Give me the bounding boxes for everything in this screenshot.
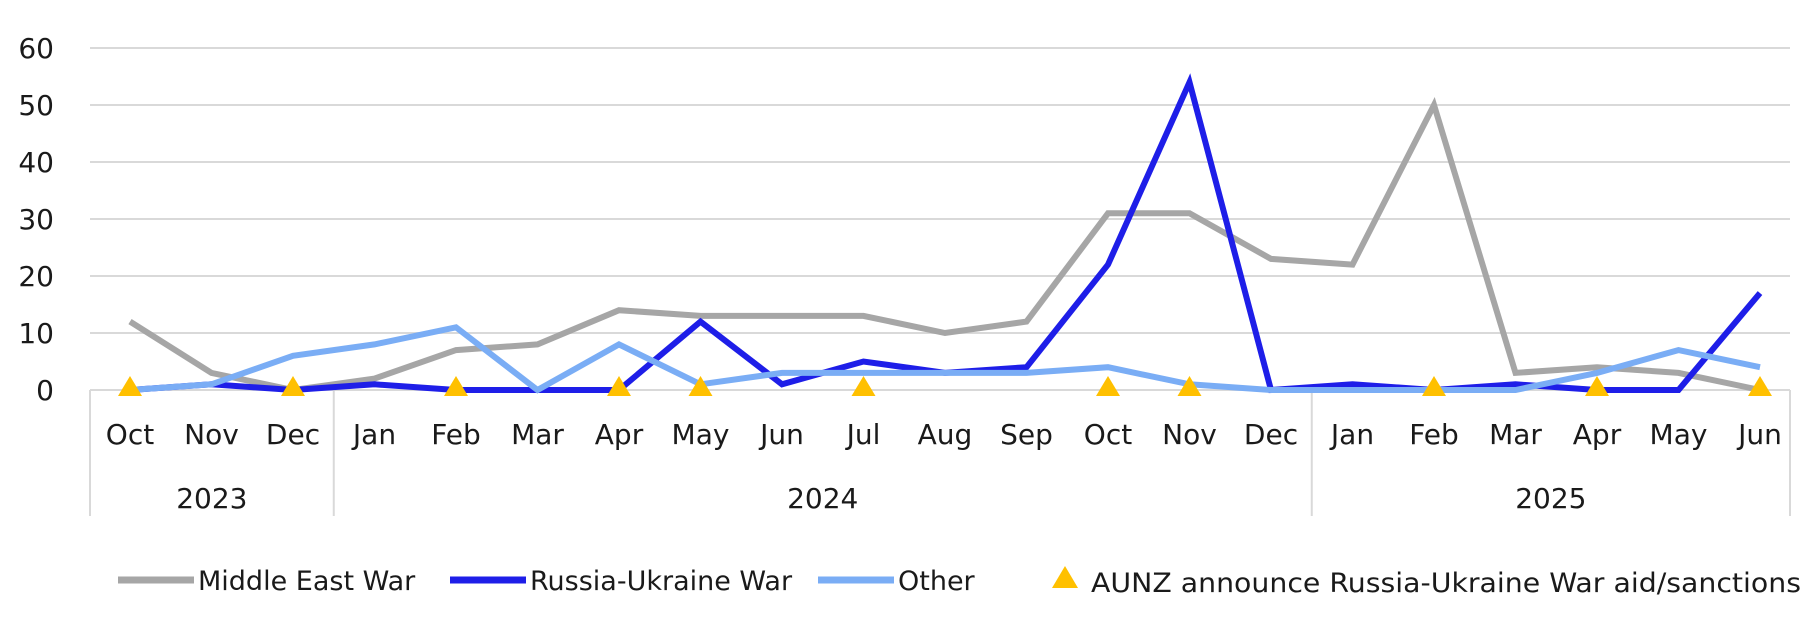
y-tick-label: 10	[18, 317, 54, 350]
x-tick-label: Jan	[1329, 418, 1374, 451]
x-tick-label: May	[672, 418, 730, 451]
legend-marker-swatch	[1052, 566, 1078, 588]
x-tick-label: Mar	[1489, 418, 1542, 451]
x-tick-label: Apr	[595, 418, 644, 451]
event-marker	[1585, 376, 1609, 396]
legend-label: AUNZ announce Russia-Ukraine War aid/san…	[1091, 568, 1801, 599]
x-tick-label: Jan	[351, 418, 396, 451]
year-label: 2024	[787, 482, 858, 515]
x-tick-label: Feb	[431, 418, 481, 451]
y-tick-label: 30	[18, 203, 54, 236]
x-tick-label: Jun	[758, 418, 804, 451]
legend: Middle East War Russia-Ukraine War Other AU…	[118, 566, 1801, 599]
event-marker	[444, 376, 468, 396]
x-tick-label: Oct	[1084, 418, 1132, 451]
x-tick-label: May	[1650, 418, 1708, 451]
series-lines	[128, 73, 1763, 394]
y-tick-label: 20	[18, 260, 54, 293]
series-line-2	[129, 324, 1761, 394]
series-line-0	[128, 97, 1761, 394]
x-tick-label: Dec	[266, 418, 320, 451]
year-label: 2025	[1515, 482, 1586, 515]
event-marker	[1177, 376, 1202, 396]
event-marker	[851, 376, 876, 396]
year-label: 2023	[176, 482, 247, 515]
event-marker	[118, 376, 142, 396]
x-tick-label: Nov	[184, 418, 239, 451]
x-tick-label: Jun	[1736, 418, 1782, 451]
y-tick-label: 50	[18, 89, 54, 122]
event-marker	[607, 376, 631, 396]
x-tick-label: Mar	[511, 418, 564, 451]
x-axis: Oct Nov Dec Jan Feb Mar Apr May Jun Jul Aug Sep Oct N…	[89, 389, 1791, 516]
x-tick-label: Sep	[1000, 418, 1053, 451]
x-tick-label: Apr	[1573, 418, 1622, 451]
x-tick-label: Oct	[106, 418, 154, 451]
legend-label: Russia-Ukraine War	[530, 566, 793, 597]
legend-label: Other	[898, 566, 976, 597]
y-axis: 0 10 20 30 40 50 60	[18, 32, 54, 407]
event-marker	[281, 376, 305, 396]
x-tick-label: Dec	[1244, 418, 1298, 451]
y-tick-label: 0	[36, 374, 54, 407]
gridlines	[90, 47, 1790, 334]
y-tick-label: 40	[18, 146, 54, 179]
event-marker	[1422, 376, 1446, 396]
x-tick-label: Feb	[1409, 418, 1459, 451]
y-tick-label: 60	[18, 32, 54, 65]
x-tick-label: Jul	[845, 418, 881, 451]
x-tick-label: Aug	[918, 418, 973, 451]
x-tick-label: Nov	[1162, 418, 1217, 451]
event-markers	[118, 376, 1772, 396]
legend-label: Middle East War	[198, 566, 416, 597]
event-marker	[1096, 376, 1120, 396]
event-marker	[1748, 376, 1772, 396]
event-marker	[688, 376, 713, 396]
